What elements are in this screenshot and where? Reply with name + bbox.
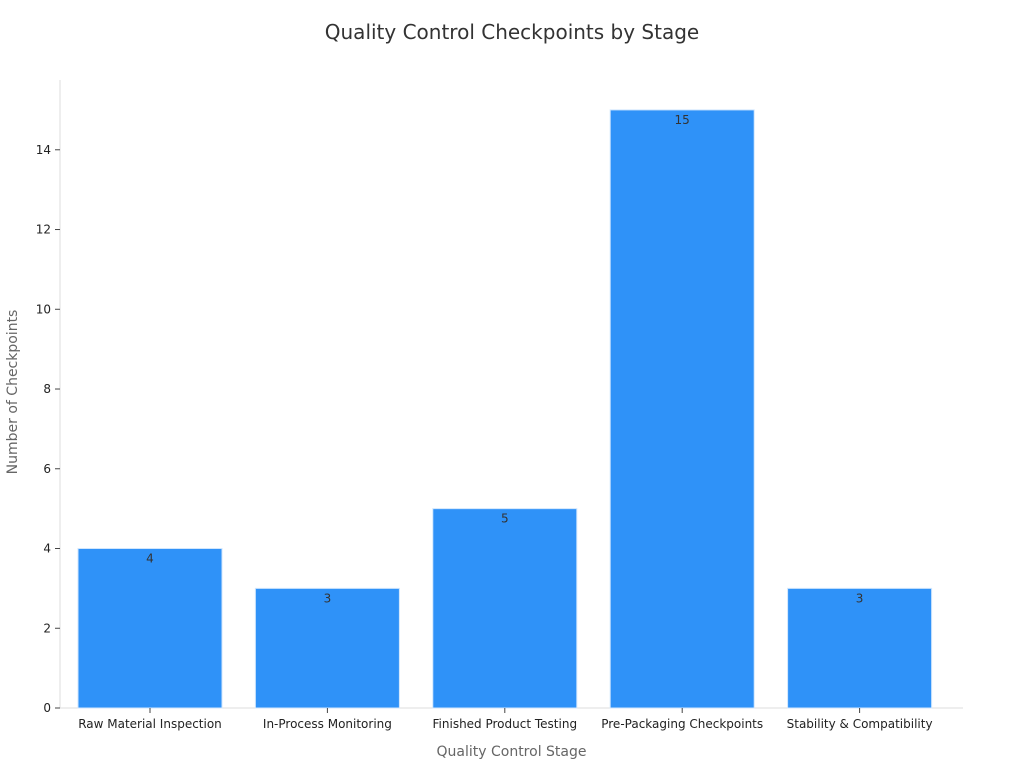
y-tick-label: 12 <box>36 223 51 237</box>
y-tick-label: 4 <box>43 542 51 556</box>
x-tick-label: Finished Product Testing <box>433 717 578 731</box>
bar <box>254 587 400 709</box>
bar-value-label: 5 <box>501 512 509 526</box>
bar-value-label: 4 <box>146 552 154 566</box>
y-tick-label: 10 <box>36 302 51 316</box>
bar-value-label: 15 <box>675 113 690 127</box>
x-tick-label: Pre-Packaging Checkpoints <box>601 717 763 731</box>
bar-value-label: 3 <box>856 591 864 605</box>
x-axis-title: Quality Control Stage <box>437 744 587 760</box>
y-tick-label: 8 <box>43 382 51 396</box>
bar-value-label: 3 <box>324 591 332 605</box>
x-tick-label: Raw Material Inspection <box>78 717 222 731</box>
bar <box>609 109 755 709</box>
x-tick-label: In-Process Monitoring <box>263 717 392 731</box>
data-labels: 4 3 5 15 3 <box>146 113 863 605</box>
y-tick-label: 6 <box>43 462 51 476</box>
bar <box>432 508 578 709</box>
bar <box>787 587 933 709</box>
y-tick-label: 14 <box>36 143 51 157</box>
x-ticks: Raw Material Inspection In-Process Monito… <box>78 708 933 731</box>
bars <box>77 109 933 709</box>
y-axis-title: Number of Checkpoints <box>5 310 21 475</box>
y-ticks: 0 2 4 6 8 10 12 14 <box>36 143 60 715</box>
x-tick-label: Stability & Compatibility <box>787 717 933 731</box>
chart-title: Quality Control Checkpoints by Stage <box>324 20 700 44</box>
y-tick-label: 0 <box>43 701 51 715</box>
bar <box>77 548 223 709</box>
y-tick-label: 2 <box>43 621 51 635</box>
